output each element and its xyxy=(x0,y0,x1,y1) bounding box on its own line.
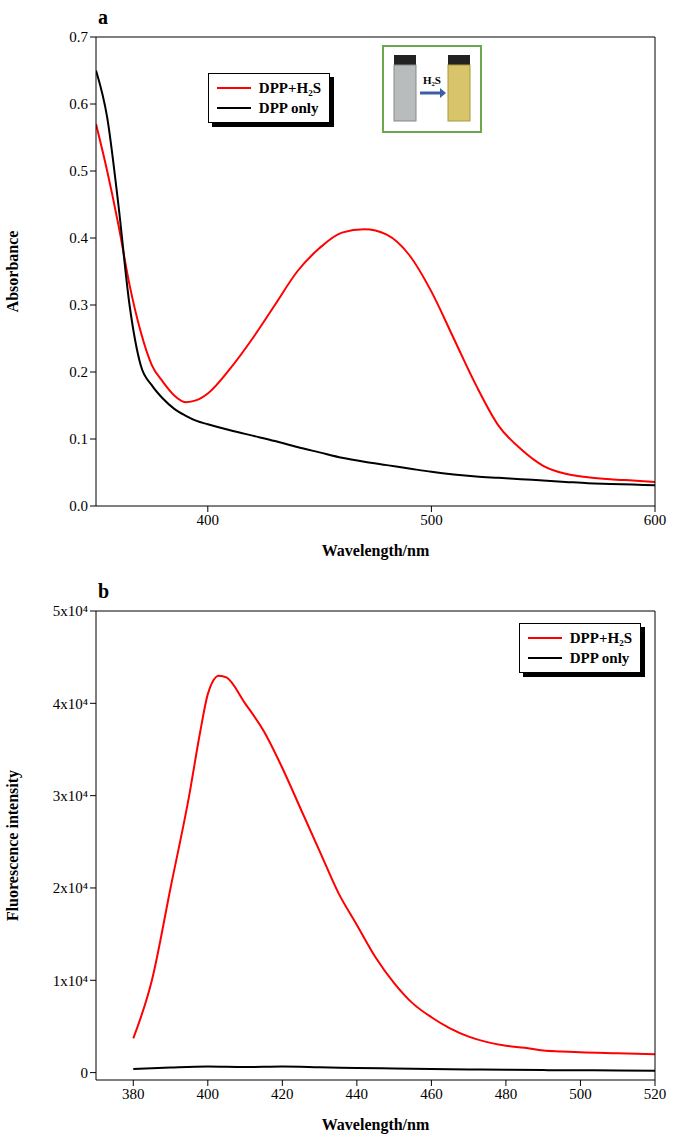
svg-text:1x10⁴: 1x10⁴ xyxy=(53,973,88,989)
svg-text:0.7: 0.7 xyxy=(69,29,88,45)
svg-text:0.2: 0.2 xyxy=(69,364,88,380)
svg-text:0.4: 0.4 xyxy=(69,230,88,246)
html-text:DPP+H₂S: DPP+H₂S xyxy=(569,630,632,646)
svg-text:Wavelength/nm: Wavelength/nm xyxy=(322,542,430,560)
svg-text:0: 0 xyxy=(81,1065,89,1081)
svg-text:Wavelength/nm: Wavelength/nm xyxy=(322,1116,430,1134)
svg-text:Fluorescence intensity: Fluorescence intensity xyxy=(4,770,22,921)
svg-text:2x10⁴: 2x10⁴ xyxy=(53,880,88,896)
svg-text:0.1: 0.1 xyxy=(69,431,88,447)
svg-text:Absorbance: Absorbance xyxy=(4,231,21,313)
svg-text:500: 500 xyxy=(420,512,443,528)
svg-text:0.0: 0.0 xyxy=(69,498,88,514)
svg-text:5x10⁴: 5x10⁴ xyxy=(53,603,88,619)
svg-text:3x10⁴: 3x10⁴ xyxy=(53,788,88,804)
svg-text:500: 500 xyxy=(569,1086,592,1102)
svg-text:520: 520 xyxy=(644,1086,667,1102)
html-text:DPP only: DPP only xyxy=(569,650,630,666)
html-text:b: b xyxy=(98,580,110,602)
svg-text:400: 400 xyxy=(197,1086,220,1102)
svg-text:0.6: 0.6 xyxy=(69,96,88,112)
svg-text:4x10⁴: 4x10⁴ xyxy=(53,696,88,712)
svg-text:400: 400 xyxy=(197,512,220,528)
svg-text:600: 600 xyxy=(644,512,667,528)
svg-text:380: 380 xyxy=(122,1086,145,1102)
html-text:a: a xyxy=(98,6,108,28)
svg-text:H₂S: H₂S xyxy=(423,74,441,86)
svg-text:480: 480 xyxy=(495,1086,518,1102)
svg-text:420: 420 xyxy=(271,1086,294,1102)
svg-text:0.5: 0.5 xyxy=(69,163,88,179)
html-text:DPP only: DPP only xyxy=(258,100,319,116)
svg-text:460: 460 xyxy=(420,1086,443,1102)
svg-text:0.3: 0.3 xyxy=(69,297,88,313)
svg-text:440: 440 xyxy=(346,1086,369,1102)
html-text:DPP+H₂S: DPP+H₂S xyxy=(258,80,321,96)
